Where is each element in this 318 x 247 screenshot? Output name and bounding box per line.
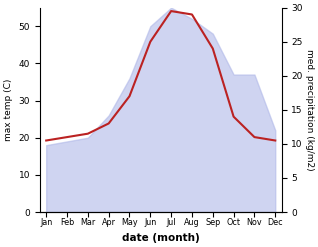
Y-axis label: med. precipitation (kg/m2): med. precipitation (kg/m2) (305, 49, 314, 171)
X-axis label: date (month): date (month) (122, 233, 200, 243)
Y-axis label: max temp (C): max temp (C) (4, 79, 13, 141)
